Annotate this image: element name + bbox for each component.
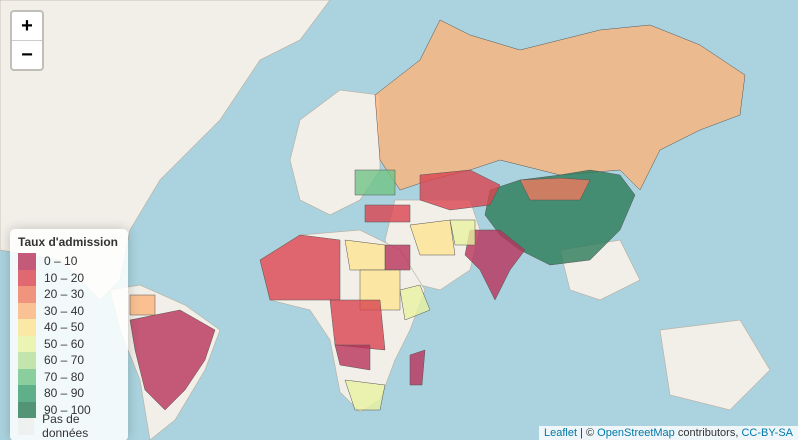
europe <box>289 89 381 216</box>
zoom-in-button[interactable]: + <box>21 15 33 37</box>
legend-label: 30 – 40 <box>44 303 85 318</box>
legend-swatch <box>18 352 36 369</box>
legend-item: 0 – 10 <box>18 253 120 270</box>
country[interactable] <box>399 284 431 321</box>
legend-label: 10 – 20 <box>44 270 85 285</box>
legend-label: Pas de données <box>42 412 89 440</box>
zoom-control: + − <box>10 10 44 71</box>
countries <box>129 19 746 411</box>
legend-swatch <box>18 401 36 418</box>
attribution-link[interactable]: Leaflet <box>543 427 577 439</box>
country[interactable] <box>364 204 411 223</box>
legend-item: 40 – 50 <box>18 319 120 336</box>
legend-swatch <box>18 418 35 435</box>
country[interactable] <box>259 234 341 301</box>
legend-title: Taux d'admission <box>18 235 118 249</box>
attribution-text: | © <box>577 427 598 439</box>
country[interactable] <box>409 349 426 386</box>
legend-label: 20 – 30 <box>44 287 85 302</box>
attribution: Leaflet | © OpenStreetMap contributors, … <box>538 426 798 440</box>
country[interactable] <box>519 177 591 201</box>
legend-swatch <box>18 385 36 402</box>
attribution-link[interactable]: CC-BY-SA <box>741 427 793 439</box>
zoom-out-button[interactable]: − <box>12 40 42 69</box>
legend: Taux d'admission 0 – 10 10 – 20 20 – 30 30 … <box>10 229 128 440</box>
legend-swatch <box>18 286 36 303</box>
country[interactable] <box>329 299 386 351</box>
legend-label: 90 – 100 <box>44 402 91 417</box>
legend-swatch <box>18 335 36 352</box>
country[interactable] <box>374 19 746 191</box>
legend-label: 40 – 50 <box>44 320 85 335</box>
country[interactable] <box>129 294 156 316</box>
legend-item: Pas de données <box>18 412 120 440</box>
legend-label: 70 – 80 <box>44 369 85 384</box>
legend-swatch <box>18 319 36 336</box>
country[interactable] <box>334 344 371 371</box>
legend-swatch <box>18 253 36 270</box>
legend-item: 20 – 30 <box>18 286 120 303</box>
legend-label: 50 – 60 <box>44 336 85 351</box>
legend-item: 90 – 100 <box>18 401 120 418</box>
country[interactable] <box>384 244 411 271</box>
legend-item: 80 – 90 <box>18 385 120 402</box>
legend-label: 0 – 10 <box>44 254 78 269</box>
legend-swatch <box>18 269 36 286</box>
legend-label: 80 – 90 <box>44 386 85 401</box>
australia <box>659 319 771 411</box>
legend-item: 30 – 40 <box>18 302 120 319</box>
country[interactable] <box>464 229 526 301</box>
country[interactable] <box>449 219 476 246</box>
country[interactable] <box>344 379 386 411</box>
legend-item: 10 – 20 <box>18 269 120 286</box>
country[interactable] <box>354 169 396 196</box>
legend-item: 70 – 80 <box>18 368 120 385</box>
country[interactable] <box>419 169 501 211</box>
legend-swatch <box>18 368 36 385</box>
attribution-link[interactable]: OpenStreetMap <box>597 427 675 439</box>
land <box>0 0 771 440</box>
legend-item: 50 – 60 <box>18 335 120 352</box>
legend-swatch <box>18 302 36 319</box>
country[interactable] <box>129 309 216 411</box>
attribution-text: contributors, <box>674 427 742 439</box>
country[interactable] <box>409 219 456 256</box>
legend-item: 60 – 70 <box>18 352 120 369</box>
legend-label: 60 – 70 <box>44 353 85 368</box>
country[interactable] <box>344 239 386 271</box>
